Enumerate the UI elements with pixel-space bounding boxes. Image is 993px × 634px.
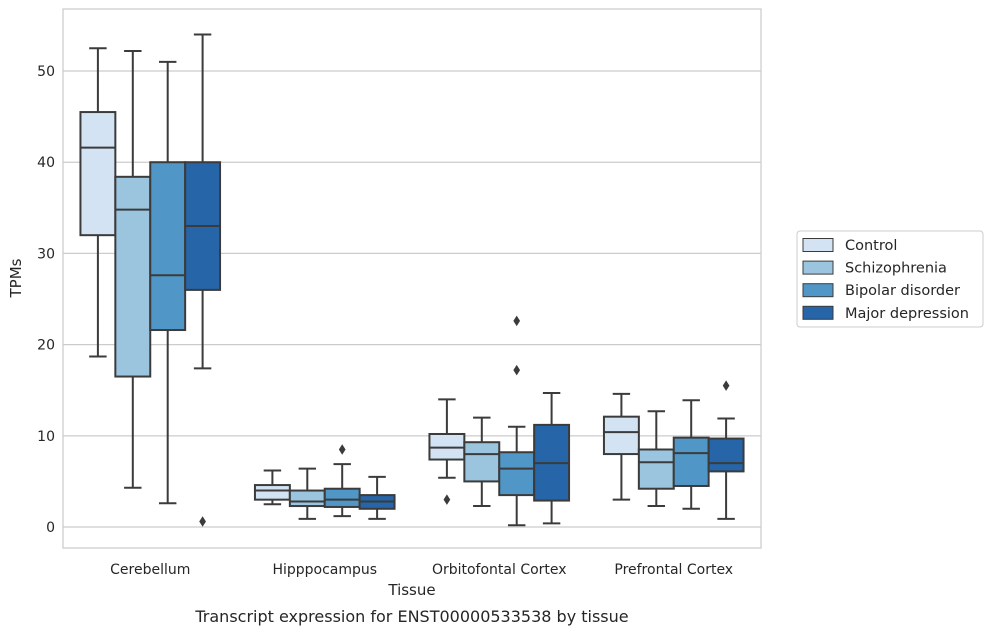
outlier-point xyxy=(513,315,521,327)
box-1-3 xyxy=(358,475,396,520)
legend-swatch xyxy=(802,238,834,252)
box-iqr xyxy=(149,161,187,332)
box-3-3 xyxy=(707,380,745,520)
box-iqr xyxy=(463,441,501,483)
legend-swatch xyxy=(802,260,834,275)
boxes xyxy=(79,33,745,527)
outlier-point xyxy=(338,444,346,455)
x-tick-label: Cerebellum xyxy=(110,562,190,578)
chart-caption: Transcript expression for ENST0000053353… xyxy=(194,607,628,626)
box-1-1 xyxy=(288,467,326,520)
box-2-0 xyxy=(428,398,466,505)
y-tick-label: 50 xyxy=(37,64,55,80)
outlier-point xyxy=(722,380,730,391)
outlier-point xyxy=(199,516,206,527)
box-iqr xyxy=(637,448,675,490)
x-tick-label: Prefrontal Cortex xyxy=(614,562,733,578)
legend-label: Bipolar disorder xyxy=(845,283,960,299)
outlier-point xyxy=(513,364,521,376)
y-tick-label: 40 xyxy=(37,155,55,171)
y-axis-label: TPMs xyxy=(7,258,25,298)
legend: Control Schizophrenia Bipolar disorder Majo… xyxy=(796,230,984,328)
legend-swatch xyxy=(802,283,834,298)
outlier-point xyxy=(443,494,451,505)
box-iqr xyxy=(323,487,361,508)
plot-frame xyxy=(62,8,762,549)
box-iqr xyxy=(79,111,117,237)
box-1-0 xyxy=(253,469,291,506)
box-iqr xyxy=(672,436,710,487)
box-2-3 xyxy=(533,391,571,525)
box-3-0 xyxy=(602,392,640,501)
box-1-2 xyxy=(323,444,361,518)
legend-label: Schizophrenia xyxy=(845,261,947,277)
box-2-2 xyxy=(498,315,536,527)
y-tick-label: 30 xyxy=(37,246,55,262)
x-axis-ticks: Cerebellum Hipppocampus Orbitofontal Corte… xyxy=(110,562,733,578)
x-tick-label: Hipppocampus xyxy=(272,562,377,578)
box-2-1 xyxy=(463,416,501,508)
box-0-3 xyxy=(184,33,222,527)
box-iqr xyxy=(498,451,536,497)
y-tick-label: 0 xyxy=(46,520,55,536)
y-axis-ticks: 0 10 20 30 40 50 xyxy=(37,64,55,536)
box-iqr xyxy=(602,415,640,456)
box-iqr xyxy=(253,484,291,501)
box-0-2 xyxy=(149,60,187,505)
y-tick-label: 20 xyxy=(37,338,55,354)
box-3-2 xyxy=(672,399,710,510)
box-3-1 xyxy=(637,410,675,508)
box-iqr xyxy=(288,489,326,508)
legend-label: Major depression xyxy=(845,306,969,322)
legend-frame xyxy=(796,230,984,328)
legend-swatch xyxy=(802,305,834,320)
y-tick-label: 10 xyxy=(37,429,55,445)
legend-label: Control xyxy=(845,238,897,254)
box-iqr xyxy=(114,175,152,378)
box-0-1 xyxy=(114,49,152,489)
box-iqr xyxy=(707,437,745,473)
x-tick-label: Orbitofontal Cortex xyxy=(432,562,567,578)
x-axis-label: Tissue xyxy=(387,581,435,599)
box-0-0 xyxy=(79,47,117,358)
